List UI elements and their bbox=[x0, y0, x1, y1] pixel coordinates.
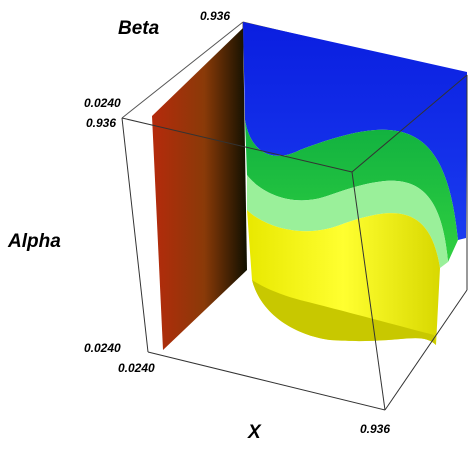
surface-green-light bbox=[247, 175, 448, 268]
tick-alpha-max: 0.936 bbox=[86, 116, 116, 130]
surface-yellow-front bbox=[252, 280, 436, 345]
surface-red bbox=[152, 28, 247, 350]
tick-beta-min: 0.0240 bbox=[84, 96, 121, 110]
tick-alpha-min: 0.0240 bbox=[84, 341, 121, 355]
box-front-edges bbox=[121, 74, 468, 411]
tick-x-min: 0.0240 bbox=[118, 361, 155, 375]
tick-x-max: 0.936 bbox=[360, 422, 390, 436]
axis-label-beta: Beta bbox=[118, 18, 160, 39]
tick-beta-max: 0.936 bbox=[200, 9, 230, 23]
surface-green-dark bbox=[245, 120, 458, 262]
surface-blue bbox=[243, 22, 467, 240]
axis-label-alpha: Alpha bbox=[7, 231, 61, 252]
axis-label-x: X bbox=[247, 422, 262, 443]
